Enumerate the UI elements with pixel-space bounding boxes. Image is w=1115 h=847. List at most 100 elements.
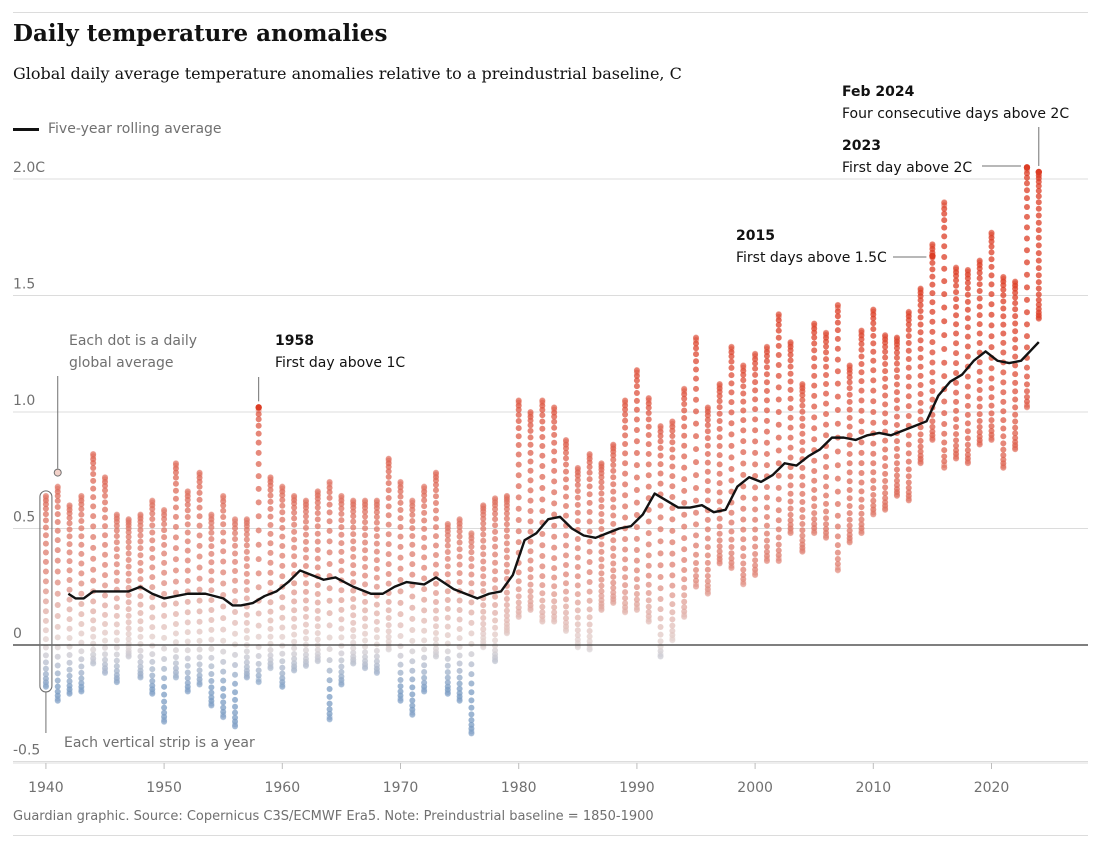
daily-dot — [172, 462, 179, 469]
year-strip — [409, 497, 416, 718]
daily-dot — [775, 541, 782, 548]
daily-dot — [633, 499, 640, 506]
daily-dot — [562, 476, 569, 483]
daily-dot — [255, 678, 262, 685]
daily-dot — [1000, 452, 1007, 459]
daily-dot — [492, 624, 499, 631]
daily-dot — [220, 529, 227, 536]
daily-dot — [539, 452, 546, 459]
daily-dot — [752, 427, 759, 434]
daily-dot — [409, 615, 416, 622]
daily-dot — [834, 301, 841, 308]
daily-dot — [976, 417, 983, 424]
daily-dot — [562, 449, 569, 456]
daily-dot — [468, 571, 475, 578]
daily-dot — [78, 495, 85, 502]
daily-dot — [338, 548, 345, 555]
daily-dot — [267, 617, 274, 624]
daily-dot — [468, 671, 475, 678]
daily-dot — [279, 664, 286, 671]
daily-dot — [314, 538, 321, 545]
year-strip — [78, 492, 85, 695]
rolling-average-line — [67, 341, 1040, 607]
daily-dot — [515, 586, 522, 593]
daily-dot — [763, 349, 770, 356]
daily-dot — [432, 474, 439, 481]
daily-dot — [255, 556, 262, 563]
daily-dot — [113, 515, 120, 522]
daily-dot — [752, 406, 759, 413]
daily-dot — [551, 418, 558, 425]
daily-dot — [893, 374, 900, 381]
daily-dot — [149, 502, 156, 509]
daily-dot — [562, 603, 569, 610]
daily-dot — [196, 469, 203, 476]
daily-dot — [149, 614, 156, 621]
daily-dot — [385, 460, 392, 467]
daily-dot — [893, 338, 900, 345]
daily-dot — [681, 385, 688, 392]
daily-dot — [811, 355, 818, 362]
daily-dot — [456, 570, 463, 577]
daily-dot — [232, 518, 239, 525]
daily-dot — [492, 601, 499, 608]
daily-dot — [243, 654, 250, 661]
daily-dot — [704, 566, 711, 573]
annotation-heading: 2015 — [736, 228, 775, 244]
year-strip — [728, 343, 735, 572]
daily-dot — [740, 526, 747, 533]
daily-dot — [232, 521, 239, 528]
daily-dot — [1023, 393, 1030, 400]
daily-dot — [444, 542, 451, 549]
daily-dot — [834, 542, 841, 549]
daily-dot — [243, 587, 250, 594]
daily-dot — [693, 335, 700, 342]
daily-dot — [893, 397, 900, 404]
daily-dot — [941, 202, 948, 209]
daily-dot — [964, 460, 971, 467]
daily-dot — [929, 266, 936, 273]
daily-dot — [42, 671, 49, 678]
daily-dot — [669, 420, 676, 427]
daily-dot — [385, 494, 392, 501]
daily-dot — [172, 654, 179, 661]
daily-dot — [988, 417, 995, 424]
daily-dot — [385, 646, 392, 653]
daily-dot — [539, 418, 546, 425]
daily-dot — [551, 609, 558, 616]
daily-dot — [338, 497, 345, 504]
daily-dot — [633, 474, 640, 481]
daily-dot — [846, 398, 853, 405]
year-strip — [740, 362, 747, 588]
daily-dot — [964, 298, 971, 305]
daily-dot — [775, 311, 782, 318]
daily-dot — [172, 611, 179, 618]
daily-dot — [811, 334, 818, 341]
daily-dot — [953, 431, 960, 438]
daily-dot — [882, 470, 889, 477]
daily-dot — [622, 481, 629, 488]
daily-dot — [42, 540, 49, 547]
daily-dot — [338, 540, 345, 547]
daily-dot — [953, 289, 960, 296]
daily-dot — [220, 668, 227, 675]
daily-dot — [976, 368, 983, 375]
daily-dot — [893, 349, 900, 356]
daily-dot — [740, 417, 747, 424]
daily-dot — [551, 533, 558, 540]
daily-dot — [421, 586, 428, 593]
daily-dot — [302, 497, 309, 504]
daily-dot — [291, 598, 298, 605]
daily-dot — [669, 601, 676, 608]
daily-dot — [633, 416, 640, 423]
daily-dot — [302, 651, 309, 658]
annotation-marker — [929, 252, 936, 260]
daily-dot — [279, 642, 286, 649]
daily-dot — [66, 520, 73, 527]
daily-dot — [1012, 328, 1019, 335]
daily-dot — [551, 467, 558, 474]
daily-dot — [113, 539, 120, 546]
daily-dot — [622, 546, 629, 553]
daily-dot — [42, 608, 49, 615]
daily-dot — [137, 626, 144, 633]
